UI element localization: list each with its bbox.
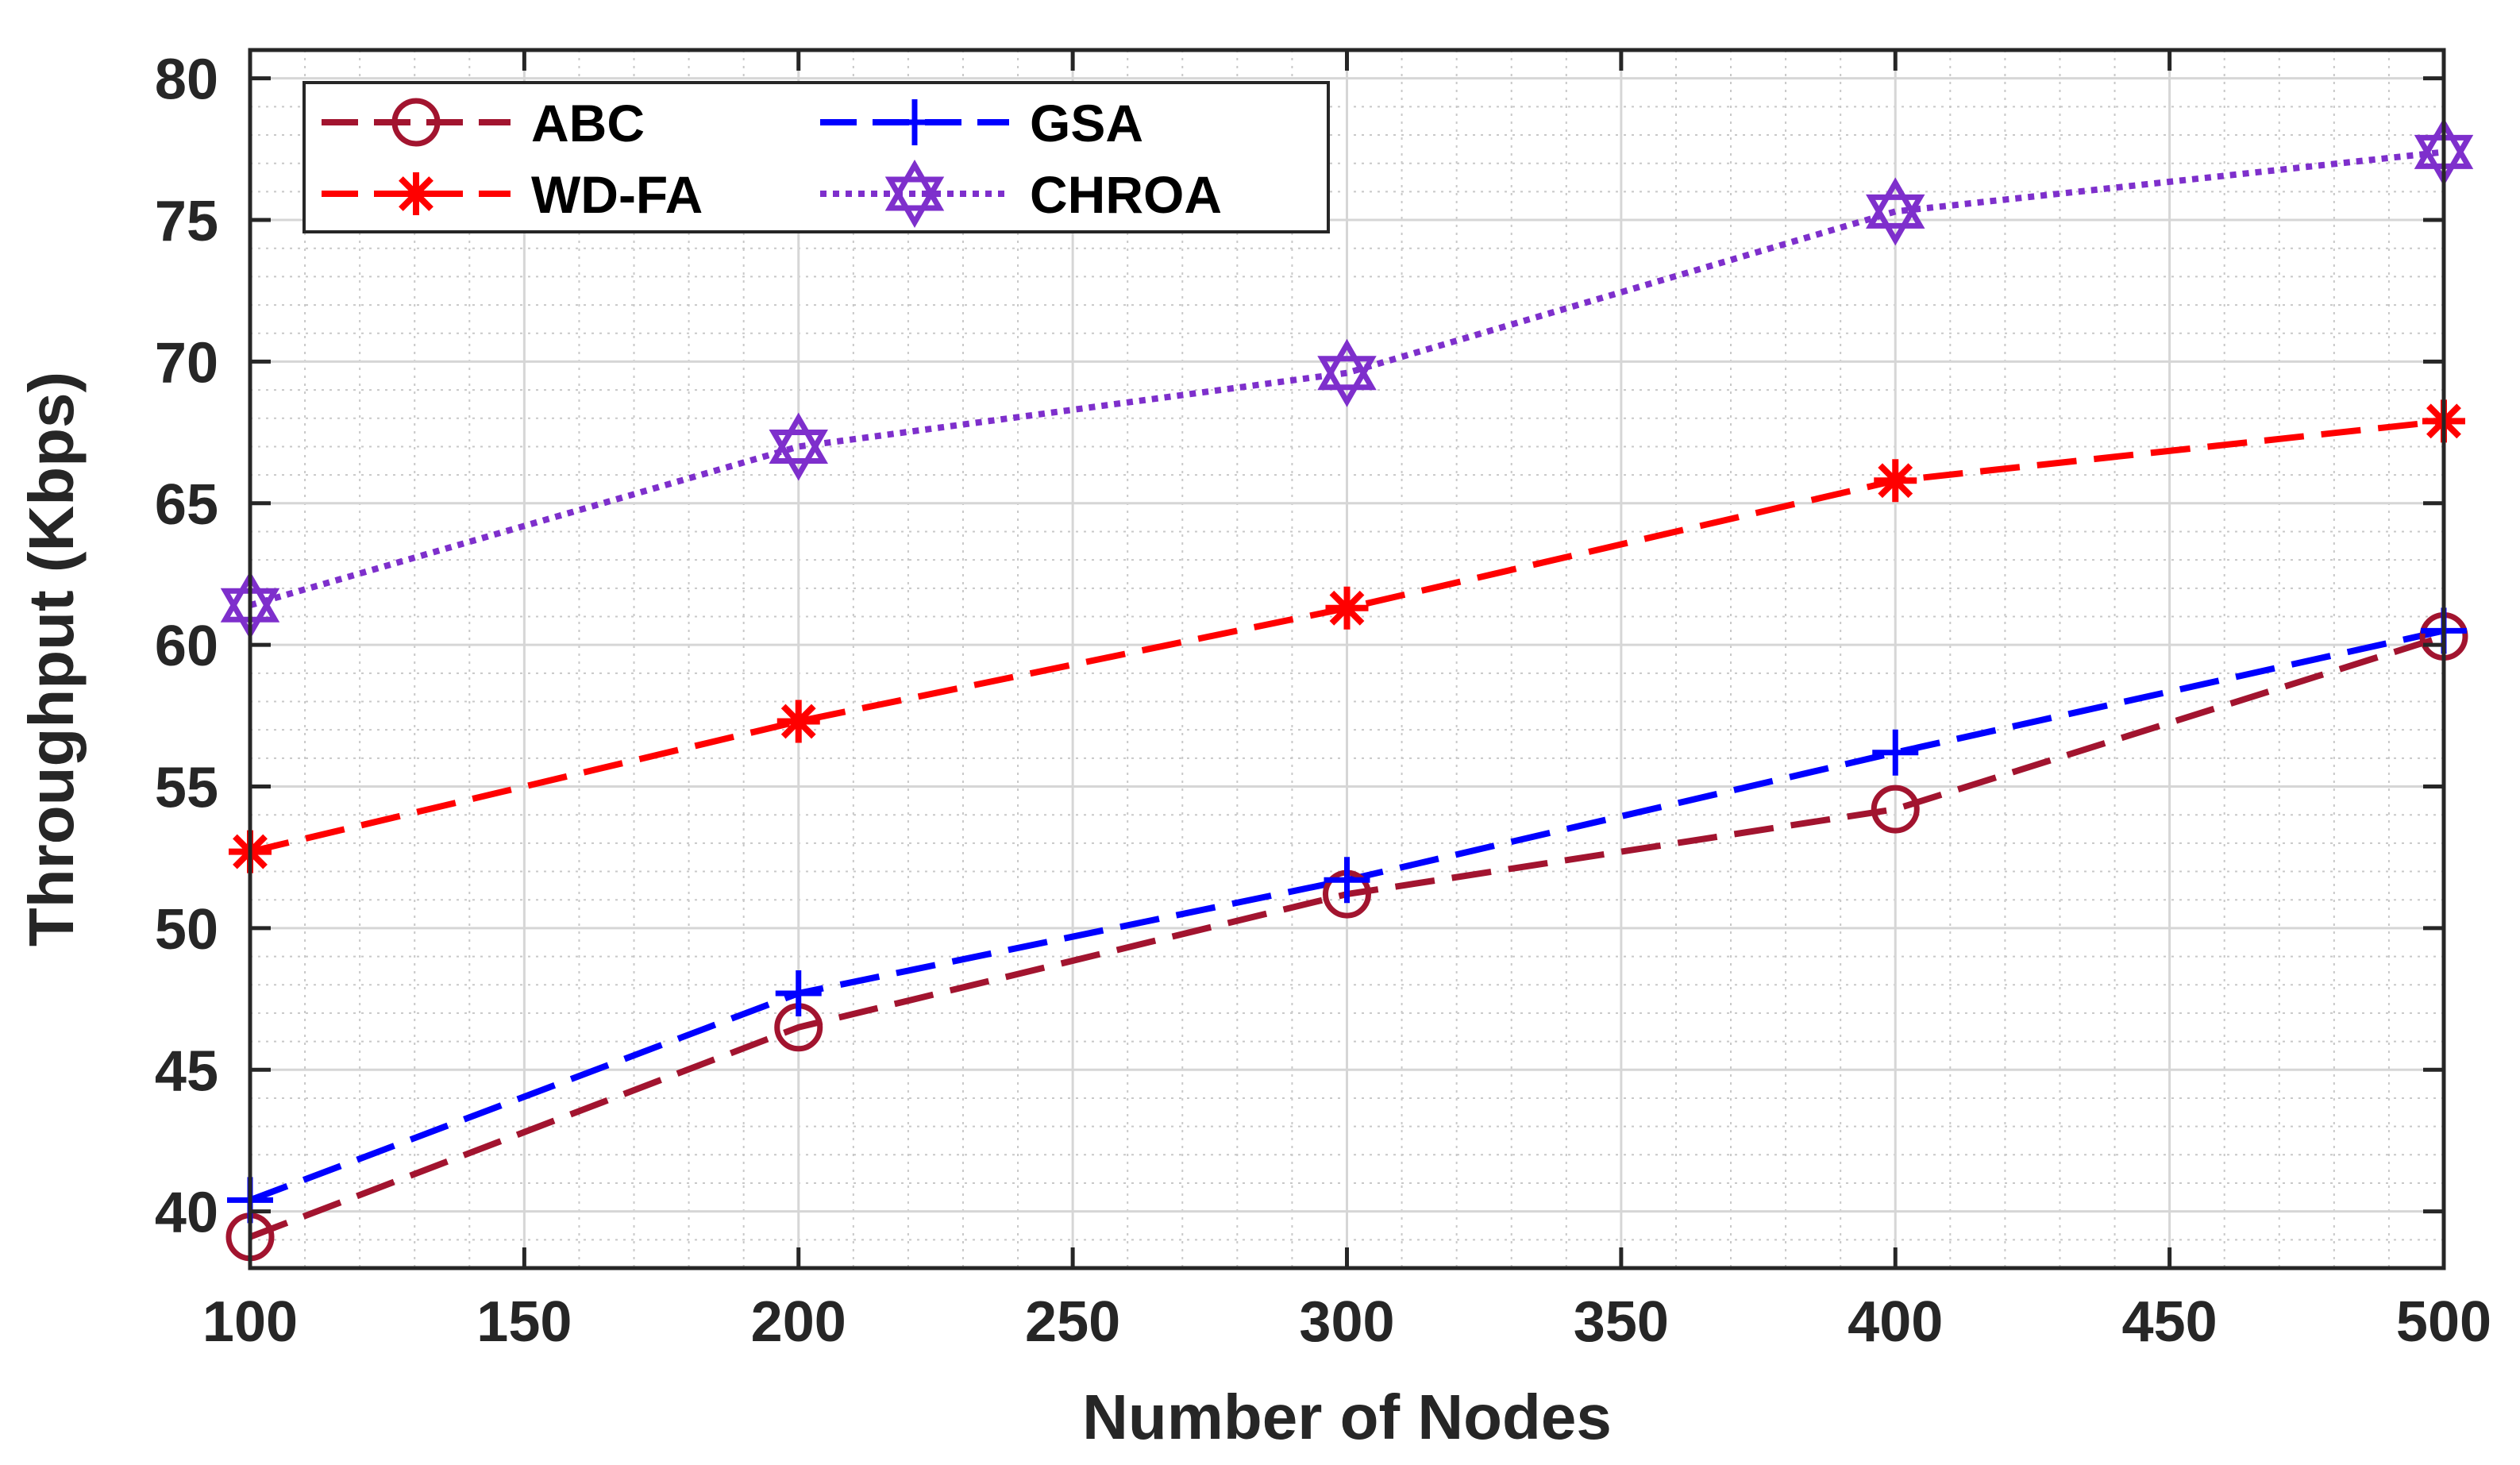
- legend-marker-abc: [391, 98, 441, 147]
- hexagram-triangle-down: [884, 176, 945, 229]
- data-point-chroa: [1866, 177, 1925, 246]
- x-tick-label: 400: [1848, 1290, 1943, 1354]
- legend-label-wd-fa: WD-FA: [531, 165, 703, 224]
- hexagram-triangle-down: [1866, 194, 1925, 246]
- y-tick-label: 65: [155, 473, 218, 537]
- data-point-abc: [1871, 785, 1920, 834]
- hexagram-triangle-up: [1866, 177, 1925, 229]
- y-tick-label: 75: [155, 190, 218, 253]
- legend-marker-chroa: [884, 159, 945, 229]
- axis-ticks: 100 150 200 250 300 350 400 450 500 40 45 50 55 60 65 7…: [155, 48, 2491, 1354]
- data-point-gsa: [1872, 729, 1919, 776]
- data-point-wd-fa: [1325, 586, 1369, 630]
- data-point-gsa: [775, 970, 822, 1016]
- data-point-chroa: [1317, 338, 1377, 407]
- data-point-chroa: [769, 412, 828, 481]
- y-tick-label: 80: [155, 48, 218, 112]
- y-axis-label: Throughput (Kbps): [16, 372, 87, 946]
- hexagram-triangle-down: [1317, 356, 1377, 407]
- legend-item-chroa: CHROA: [820, 159, 1222, 229]
- data-point-wd-fa: [1874, 459, 1917, 503]
- legend-label-gsa: GSA: [1030, 94, 1143, 152]
- data-point-gsa: [1324, 857, 1370, 904]
- legend-item-abc: ABC: [322, 94, 645, 152]
- major-grid: [249, 50, 2445, 1268]
- legend-item-gsa: GSA: [820, 94, 1143, 152]
- x-tick-label: 200: [751, 1290, 846, 1354]
- hexagram-triangle-down: [769, 429, 828, 481]
- x-tick-label: 450: [2122, 1290, 2218, 1354]
- hexagram-triangle-up: [769, 412, 828, 464]
- x-tick-label: 500: [2396, 1290, 2491, 1354]
- y-tick-label: 60: [155, 615, 218, 678]
- x-tick-label: 250: [1025, 1290, 1120, 1354]
- x-tick-label: 150: [476, 1290, 572, 1354]
- x-tick-label: 350: [1574, 1290, 1669, 1354]
- hexagram-triangle-up: [1317, 338, 1377, 391]
- legend-box: [302, 81, 1330, 233]
- x-tick-label: 300: [1299, 1290, 1394, 1354]
- data-point-wd-fa: [776, 700, 820, 743]
- legend-marker-wd-fa: [395, 172, 437, 215]
- y-tick-label: 50: [155, 898, 218, 962]
- legend-label-abc: ABC: [531, 94, 645, 152]
- x-axis-label: Number of Nodes: [1082, 1382, 1612, 1452]
- legend-item-wd-fa: WD-FA: [322, 165, 703, 224]
- y-tick-label: 55: [155, 757, 218, 820]
- series-layer: [220, 118, 2474, 1262]
- hexagram-triangle-up: [884, 159, 945, 211]
- legend: ABC GSA WD-FA CHROA: [302, 81, 1330, 233]
- legend-label-chroa: CHROA: [1030, 165, 1222, 224]
- y-tick-label: 70: [155, 331, 218, 395]
- x-tick-label: 100: [202, 1290, 298, 1354]
- legend-marker-gsa: [892, 99, 938, 145]
- y-tick-label: 40: [155, 1182, 218, 1245]
- y-tick-label: 45: [155, 1039, 218, 1103]
